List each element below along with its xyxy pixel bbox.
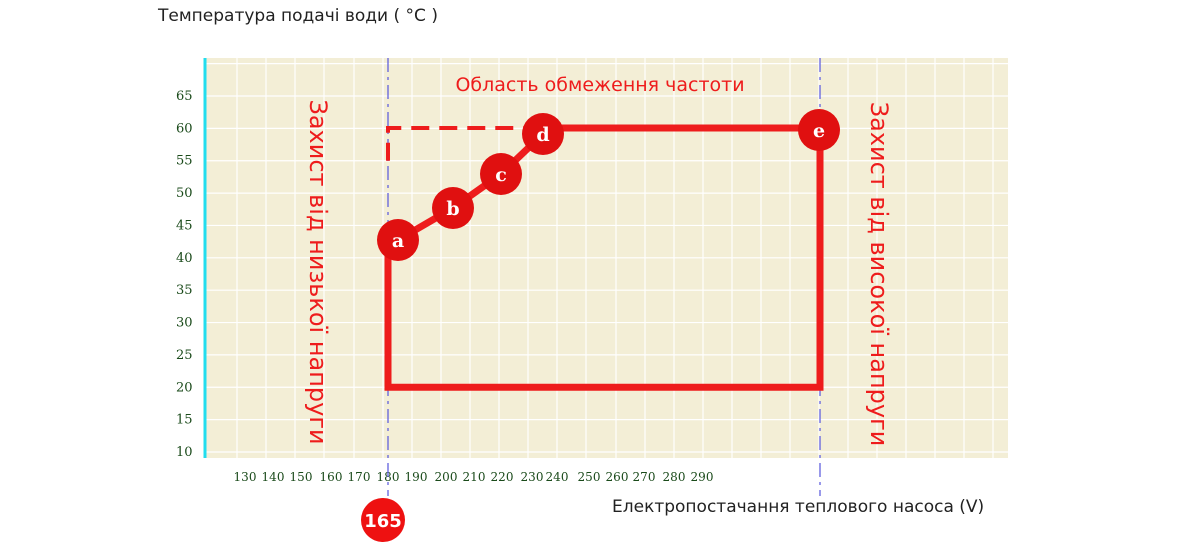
x-tick-label: 180 [377,470,400,484]
x-tick-label: 140 [262,470,285,484]
y-ticks: 10 15 20 25 30 35 40 45 50 55 60 65 [176,89,193,460]
point-c-label: c [495,164,507,186]
x-tick-label: 230 [521,470,544,484]
point-d-marker [522,113,564,155]
boundary-dashed-line [386,126,543,161]
y-tick-label: 60 [176,121,193,136]
point-d-label: d [536,124,549,146]
y-tick-label: 15 [176,413,193,428]
boundary-solid-line [384,124,824,391]
x-tick-label: 210 [463,470,486,484]
x-tick-label: 290 [691,470,714,484]
boundary-points: a b c d e [377,109,840,261]
y-tick-label: 65 [176,89,193,104]
high-voltage-annotation: Захист від високої напруги [865,102,893,447]
point-e-marker [798,109,840,151]
y-tick-label: 30 [176,316,193,331]
point-e-label: e [813,120,825,142]
chart-title: Область обмеження частоти [455,74,744,96]
point-b-marker [432,187,474,229]
x-tick-label: 250 [578,470,601,484]
x-tick-label: 170 [348,470,371,484]
x-tick-label: 160 [320,470,343,484]
y-tick-label: 20 [176,380,193,395]
y-axis-title: Температура подачі води ( °C ) [158,6,438,26]
y-tick-label: 10 [176,445,193,460]
point-a-marker [377,219,419,261]
marker-165-circle [361,498,405,542]
y-tick-label: 40 [176,251,193,266]
x-tick-label: 220 [491,470,514,484]
x-tick-label: 280 [663,470,686,484]
point-c-marker [480,153,522,195]
point-a-label: a [392,230,404,252]
x-tick-label: 190 [405,470,428,484]
point-b-label: b [446,198,459,220]
x-axis-title: Електропостачання теплового насоса (V) [612,497,985,517]
y-tick-label: 55 [176,154,193,169]
low-voltage-annotation: Захист від низької напруги [304,99,332,444]
y-tick-label: 25 [176,348,193,363]
x-tick-label: 240 [546,470,569,484]
y-tick-label: 45 [176,218,193,233]
marker-165-label: 165 [364,511,402,532]
x-tick-label: 270 [633,470,656,484]
x-tick-label: 200 [435,470,458,484]
x-ticks: 130 140 150 160 170 180 190 200 210 220 230 240 250 2… [234,470,714,484]
boundary-diagonal-line [396,131,546,244]
boundary-lines [384,124,824,391]
x-tick-label: 150 [290,470,313,484]
y-tick-label: 35 [176,283,193,298]
x-tick-label: 130 [234,470,257,484]
y-tick-label: 50 [176,186,193,201]
x-tick-label: 260 [606,470,629,484]
